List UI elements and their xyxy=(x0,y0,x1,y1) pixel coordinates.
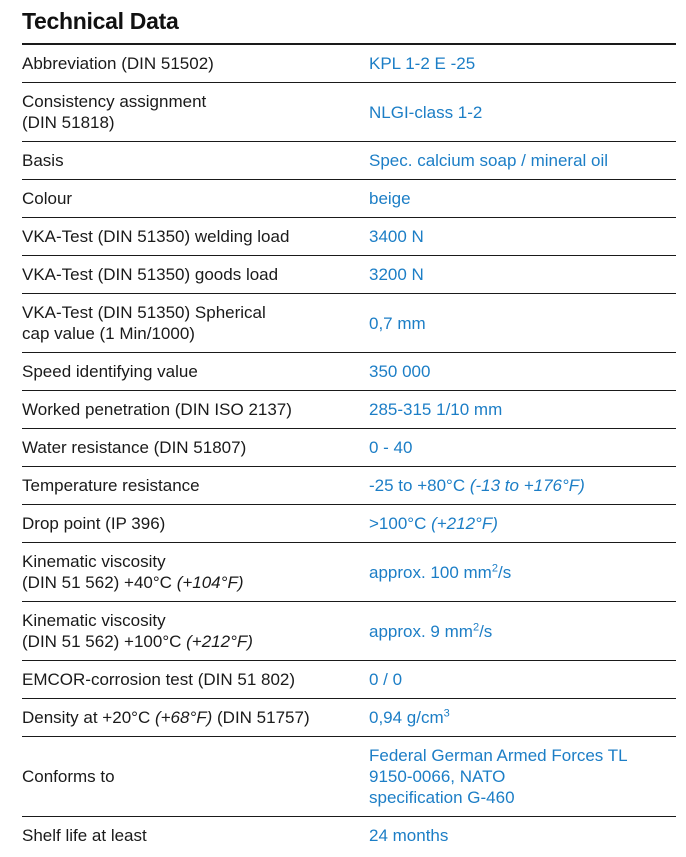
row-value-colour: beige xyxy=(369,189,411,208)
row-label-kinematic-viscosity-40: Kinematic viscosity (DIN 51 562) +40°C (+… xyxy=(22,552,244,592)
row-label-drop-point: Drop point (IP 396) xyxy=(22,514,166,533)
row-value-abbreviation: KPL 1-2 E -25 xyxy=(369,54,476,73)
table-row-vka-goods-load: VKA-Test (DIN 51350) goods load 3200 N xyxy=(22,255,676,294)
row-value-kinematic-viscosity-100: approx. 9 mm2/s xyxy=(369,620,493,641)
table-row-emcor-corrosion-test: EMCOR-corrosion test (DIN 51 802) 0 / 0 xyxy=(22,660,676,699)
row-value-drop-point: >100°C (+212°F) xyxy=(369,514,498,533)
page-title: Technical Data xyxy=(22,8,179,34)
row-label-speed-identifying-value: Speed identifying value xyxy=(22,362,198,381)
row-value-vka-spherical-cap: 0,7 mm xyxy=(369,313,426,333)
row-value-basis: Spec. calcium soap / mineral oil xyxy=(369,151,609,170)
table-row-water-resistance: Water resistance (DIN 51807) 0 - 40 xyxy=(22,428,676,467)
row-value-emcor-corrosion-test: 0 / 0 xyxy=(369,670,403,689)
table-row-temperature-resistance: Temperature resistance -25 to +80°C (-13 … xyxy=(22,466,676,505)
row-value-conforms-to: Federal German Armed Forces TL 9150-0066,… xyxy=(369,746,628,807)
row-label-basis: Basis xyxy=(22,151,64,170)
row-value-water-resistance: 0 - 40 xyxy=(369,438,413,457)
table-row-drop-point: Drop point (IP 396) >100°C (+212°F) xyxy=(22,504,676,543)
table-row-conforms-to: Conforms to Federal German Armed Forces T… xyxy=(22,736,676,817)
row-label-conforms-to: Conforms to xyxy=(22,767,115,786)
technical-data-table: Abbreviation (DIN 51502) KPL 1-2 E -25 Con… xyxy=(22,43,676,854)
table-row-basis: Basis Spec. calcium soap / mineral oil xyxy=(22,141,676,180)
row-value-kinematic-viscosity-40: approx. 100 mm2/s xyxy=(369,561,512,582)
row-value-consistency-assignment: NLGI-class 1-2 xyxy=(369,102,483,122)
table-row-speed-identifying-value: Speed identifying value 350 000 xyxy=(22,352,676,391)
row-label-vka-goods-load: VKA-Test (DIN 51350) goods load xyxy=(22,265,279,284)
table-row-vka-spherical-cap: VKA-Test (DIN 51350) Spherical cap value … xyxy=(22,293,676,353)
row-value-worked-penetration: 285-315 1/10 mm xyxy=(369,400,503,419)
row-label-emcor-corrosion-test: EMCOR-corrosion test (DIN 51 802) xyxy=(22,670,296,689)
row-value-shelf-life: 24 months xyxy=(369,826,449,845)
row-label-abbreviation: Abbreviation (DIN 51502) xyxy=(22,54,214,73)
row-label-shelf-life: Shelf life at least xyxy=(22,826,147,845)
row-value-density: 0,94 g/cm3 xyxy=(369,707,450,727)
row-value-temperature-resistance: -25 to +80°C (-13 to +176°F) xyxy=(369,476,585,495)
table-row-vka-welding-load: VKA-Test (DIN 51350) welding load 3400 N xyxy=(22,217,676,256)
row-value-vka-welding-load: 3400 N xyxy=(369,227,424,246)
row-label-water-resistance: Water resistance (DIN 51807) xyxy=(22,438,247,457)
row-label-worked-penetration: Worked penetration (DIN ISO 2137) xyxy=(22,400,292,419)
table-row-density: Density at +20°C (+68°F) (DIN 51757) 0,94… xyxy=(22,698,676,737)
row-value-speed-identifying-value: 350 000 xyxy=(369,362,431,381)
table-row-shelf-life: Shelf life at least 24 months xyxy=(22,816,676,855)
table-row-worked-penetration: Worked penetration (DIN ISO 2137) 285-315… xyxy=(22,390,676,429)
table-row-kinematic-viscosity-40: Kinematic viscosity (DIN 51 562) +40°C (+… xyxy=(22,542,676,602)
row-label-colour: Colour xyxy=(22,189,73,208)
table-row-abbreviation: Abbreviation (DIN 51502) KPL 1-2 E -25 xyxy=(22,44,676,83)
row-label-vka-spherical-cap: VKA-Test (DIN 51350) Spherical cap value … xyxy=(22,303,266,343)
row-label-vka-welding-load: VKA-Test (DIN 51350) welding load xyxy=(22,227,290,246)
row-label-temperature-resistance: Temperature resistance xyxy=(22,476,200,495)
table-row-kinematic-viscosity-100: Kinematic viscosity (DIN 51 562) +100°C (… xyxy=(22,601,676,661)
row-label-density: Density at +20°C (+68°F) (DIN 51757) xyxy=(22,708,310,727)
row-label-kinematic-viscosity-100: Kinematic viscosity (DIN 51 562) +100°C (… xyxy=(22,611,253,651)
table-row-consistency-assignment: Consistency assignment (DIN 51818) NLGI-cl… xyxy=(22,82,676,142)
table-row-colour: Colour beige xyxy=(22,179,676,218)
row-label-consistency-assignment: Consistency assignment (DIN 51818) xyxy=(22,92,207,132)
row-value-vka-goods-load: 3200 N xyxy=(369,265,424,284)
technical-data-table-body: Abbreviation (DIN 51502) KPL 1-2 E -25 Con… xyxy=(22,44,676,854)
